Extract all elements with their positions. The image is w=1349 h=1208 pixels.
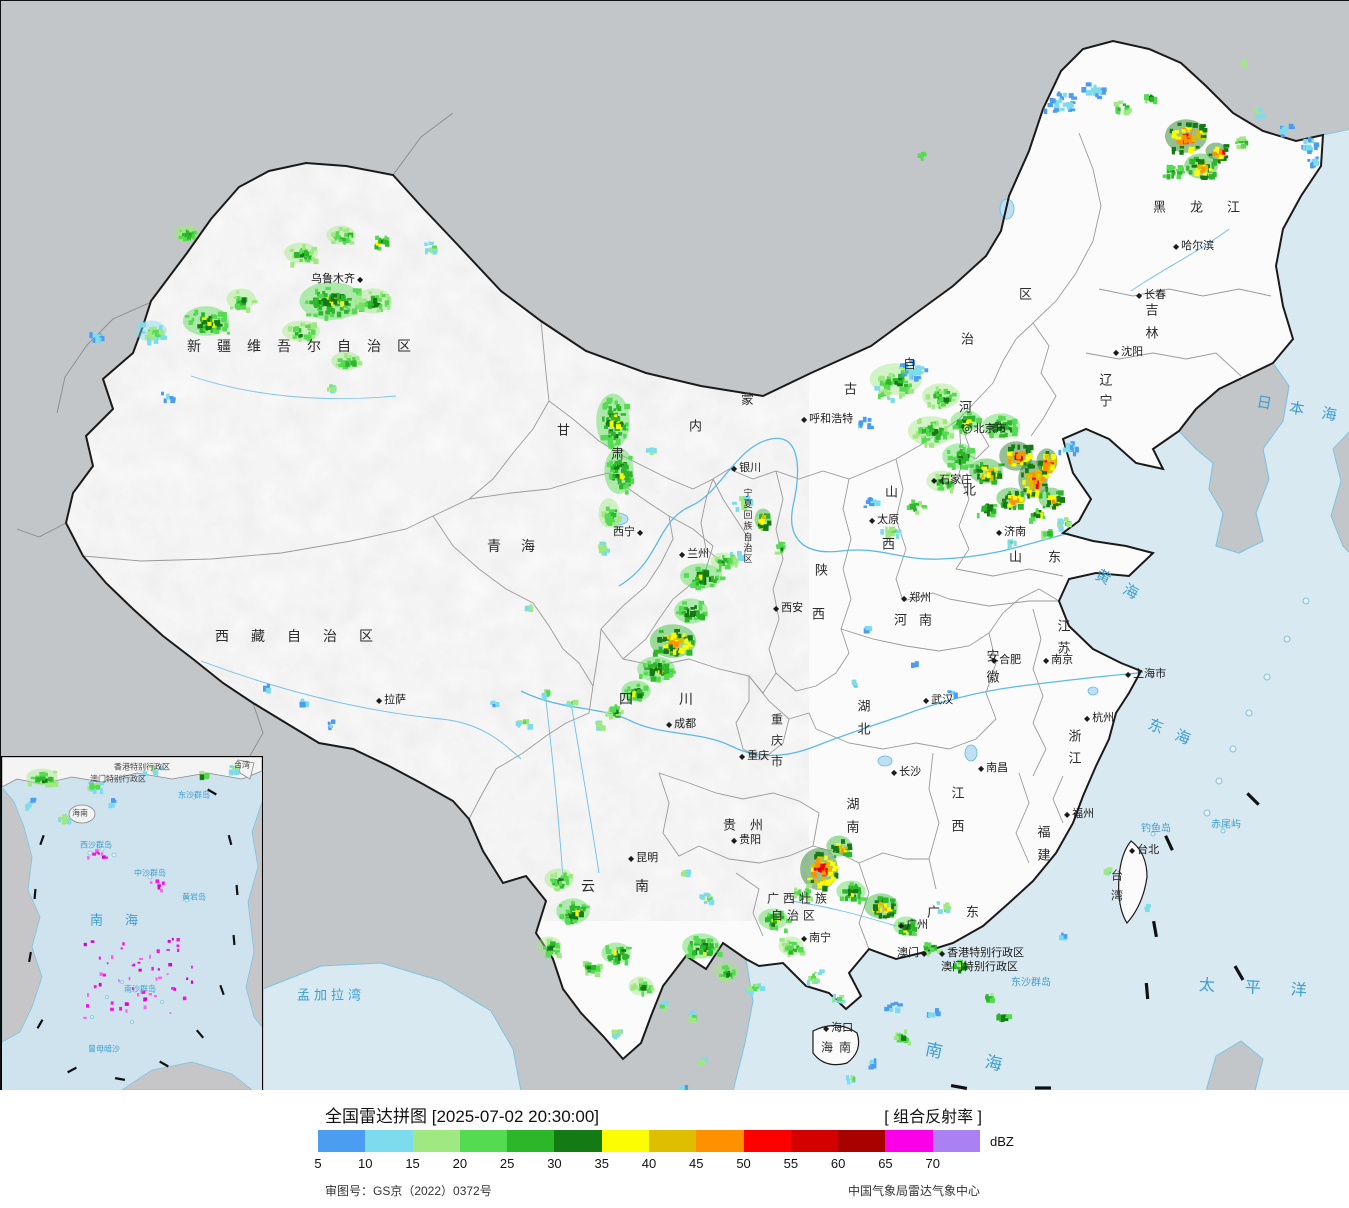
- legend-tick: 20: [452, 1156, 468, 1171]
- rivers: [190, 228, 1230, 927]
- legend-tick: 25: [499, 1156, 515, 1171]
- legend-tick: 60: [830, 1156, 846, 1171]
- legend-cell-35: [601, 1130, 649, 1152]
- radar-echoes: [89, 59, 1320, 1091]
- inset-radar-echoes: [25, 764, 240, 1019]
- legend-cell-10: [365, 1130, 413, 1152]
- legend-cell-55: [790, 1130, 839, 1152]
- legend-colorbar: [318, 1130, 980, 1152]
- hainan-island: [812, 1024, 860, 1066]
- legend-tick: 55: [783, 1156, 799, 1171]
- ryukyu-islands: [1150, 597, 1310, 837]
- legend-tick: 65: [878, 1156, 893, 1171]
- legend-cell-70: [932, 1130, 980, 1152]
- inset-borneo: [121, 1061, 253, 1090]
- credit: 中国气象局雷达气象中心: [847, 1184, 980, 1198]
- inset-indochina: [2, 786, 43, 1043]
- taiwan-island: [1118, 840, 1148, 924]
- legend-cell-25: [507, 1130, 555, 1152]
- inset-taiwan: [237, 759, 255, 780]
- sea-area-bengal: [262, 962, 522, 1091]
- legend-cell-40: [648, 1130, 697, 1152]
- legend-unit: dBZ: [990, 1134, 1014, 1149]
- legend-tick: 45: [689, 1156, 704, 1171]
- inset-map-south-china-sea: 台湾 香港特别行政区 澳门特别行政区 东沙群岛 海南 西沙群岛 中沙群岛 黄岩岛 南海 南沙群岛曾…: [1, 756, 263, 1091]
- legend-ticks: 5 10 15 20 25 30 35 40 45 50 55 60 65 70: [314, 1156, 998, 1172]
- radar-map: 新疆维吾尔自治区 西藏自治区 青海内蒙古自治区黑龙江 吉林 辽宁河北山西山东 河南陕西甘肃…: [0, 0, 1349, 1091]
- legend-cell-5: [318, 1130, 366, 1152]
- inset-island-dots: [87, 794, 197, 1024]
- nine-dash-line: [950, 792, 1260, 1090]
- legend-tick: 70: [925, 1156, 940, 1171]
- legend-tick: 10: [358, 1156, 373, 1171]
- legend-cell-45: [696, 1130, 744, 1152]
- map-title: 全国雷达拼图 [2025-07-02 20:30:00]: [325, 1107, 600, 1126]
- legend-tick: 50: [736, 1156, 751, 1171]
- legend-cell-60: [838, 1130, 886, 1152]
- legend-tick: 40: [641, 1156, 657, 1171]
- inset-china-coast: [2, 757, 262, 788]
- legend-tick: 15: [405, 1156, 420, 1171]
- inset-sea: [2, 757, 262, 1090]
- legend-cell-30: [554, 1130, 602, 1152]
- legend-tick: 35: [594, 1156, 609, 1171]
- inset-hainan: [68, 804, 96, 824]
- product-label: [ 组合反射率 ]: [884, 1109, 982, 1126]
- foreign-borders: [16, 112, 454, 762]
- legend-tick: 30: [547, 1156, 562, 1171]
- inset-nine-dash-line: [28, 788, 239, 1081]
- luzon-island: [1205, 1040, 1264, 1091]
- legend-cell-65: [885, 1130, 933, 1152]
- inset-philippines: [245, 801, 262, 1028]
- legend: 全国雷达拼图 [2025-07-02 20:30:00] [ 组合反射率 ] 5…: [0, 1090, 1349, 1208]
- legend-cell-20: [459, 1130, 508, 1152]
- approval-number: 审图号：GS京（2022）0372号: [325, 1184, 492, 1198]
- legend-cell-50: [743, 1130, 791, 1152]
- legend-cell-15: [412, 1130, 460, 1152]
- inset-canvas: [2, 757, 262, 1090]
- japan-kyushu: [1330, 431, 1349, 553]
- legend-tick: 5: [314, 1156, 322, 1171]
